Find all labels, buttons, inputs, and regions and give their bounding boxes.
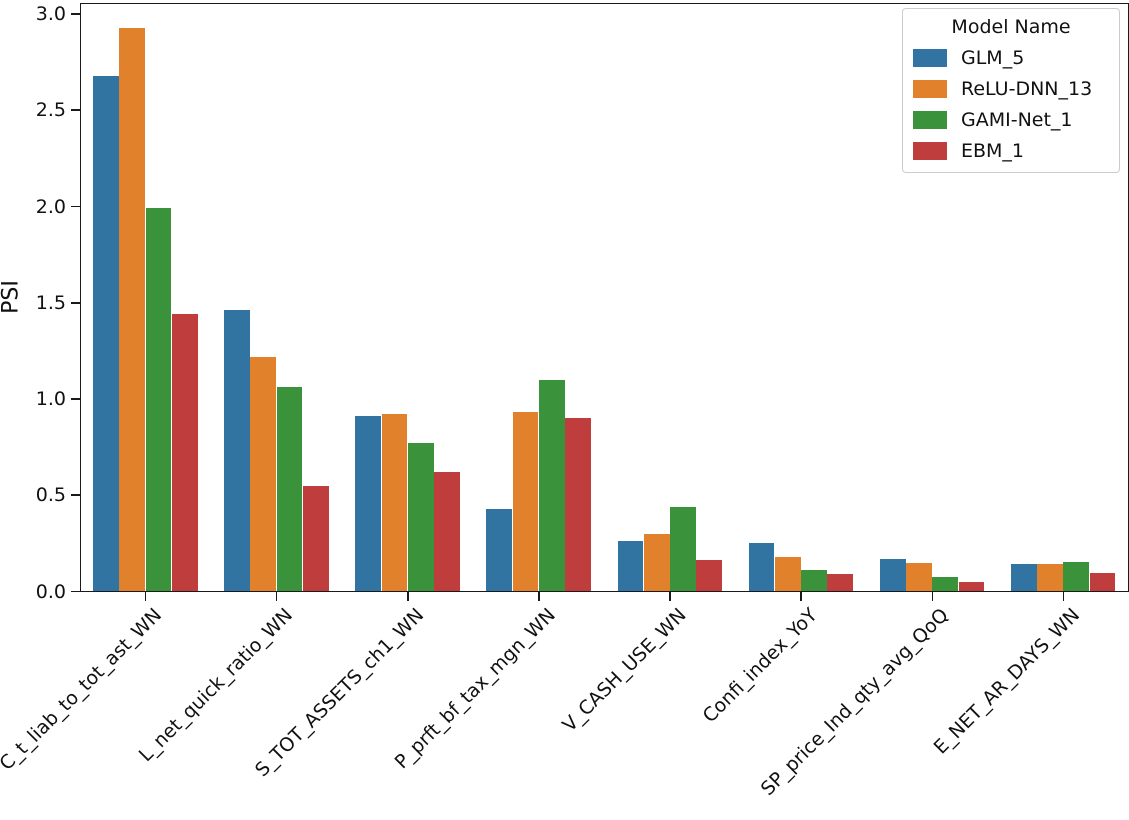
legend-row: ReLU-DNN_13: [913, 78, 1109, 100]
x-tick-label-text: Confi_index_YoY: [698, 603, 822, 727]
bar-GLM_5: [617, 541, 644, 592]
x-tick-mark: [144, 591, 147, 601]
bar-GLM_5: [748, 543, 775, 592]
legend-label: ReLU-DNN_13: [961, 78, 1093, 100]
y-tick-mark: [71, 398, 80, 400]
bar-EBM_1: [565, 418, 591, 592]
y-tick-label: 0.5: [35, 484, 66, 507]
bar-ReLU-DNN_13: [774, 556, 801, 592]
bar-GLM_5: [93, 75, 119, 592]
bar-EBM_1: [302, 485, 329, 592]
x-tick-mark: [669, 591, 671, 601]
y-tick-mark: [71, 590, 80, 593]
x-tick-mark: [275, 591, 278, 601]
bar-GAMI-Net_1: [932, 577, 959, 592]
bar-ReLU-DNN_13: [119, 27, 146, 592]
bar-GLM_5: [224, 310, 250, 592]
legend: Model Name GLM_5 ReLU-DNN_13 GAMI-Net_1 EBM…: [902, 8, 1120, 173]
bar-GAMI-Net_1: [670, 506, 696, 592]
legend-rows: GLM_5 ReLU-DNN_13 GAMI-Net_1 EBM_1: [913, 47, 1109, 162]
bar-GLM_5: [879, 558, 906, 592]
bar-EBM_1: [696, 559, 722, 592]
legend-color-swatch: [913, 111, 947, 129]
y-tick-label: 1.5: [35, 291, 66, 314]
x-tick-mark: [538, 591, 540, 601]
bar-GAMI-Net_1: [538, 379, 565, 592]
legend-title: Model Name: [951, 16, 1071, 38]
bar-EBM_1: [958, 581, 985, 592]
legend-row: EBM_1: [913, 140, 1109, 162]
y-tick-mark: [71, 109, 80, 112]
bar-GLM_5: [1010, 563, 1037, 592]
legend-label: GAMI-Net_1: [961, 109, 1073, 131]
y-tick-label: 1.0: [35, 388, 66, 411]
bar-EBM_1: [827, 574, 854, 592]
bar-ReLU-DNN_13: [1037, 563, 1063, 592]
bar-EBM_1: [171, 314, 198, 592]
bar-ReLU-DNN_13: [906, 562, 932, 592]
legend-label: EBM_1: [961, 140, 1025, 162]
bar-ReLU-DNN_13: [643, 533, 670, 592]
x-tick-label-text: V_CASH_USE_WN: [558, 603, 691, 736]
legend-color-swatch: [913, 80, 947, 98]
bar-ReLU-DNN_13: [250, 356, 277, 592]
bar-GAMI-Net_1: [1063, 561, 1090, 592]
y-tick-label: 3.0: [35, 3, 66, 26]
x-tick-mark: [931, 591, 934, 601]
bar-GAMI-Net_1: [276, 387, 303, 592]
legend-color-swatch: [913, 142, 947, 160]
y-tick-label: 0.0: [35, 580, 66, 603]
bar-ReLU-DNN_13: [512, 412, 539, 592]
legend-label: GLM_5: [961, 47, 1025, 69]
bar-ReLU-DNN_13: [381, 414, 408, 592]
x-tick-label-text: L_net_quick_ratio_WN: [135, 603, 298, 766]
y-tick-mark: [71, 205, 80, 208]
bar-GLM_5: [486, 508, 513, 592]
bar-GAMI-Net_1: [801, 570, 827, 592]
y-tick-label: 2.5: [35, 99, 66, 122]
x-tick-mark: [407, 591, 409, 601]
bar-GLM_5: [355, 416, 382, 592]
legend-row: GLM_5: [913, 47, 1109, 69]
x-tick-mark: [1062, 591, 1065, 601]
bar-GAMI-Net_1: [407, 443, 434, 592]
x-tick-label-text: E_NET_AR_DAYS_WN: [929, 603, 1084, 759]
bar-GAMI-Net_1: [145, 208, 172, 592]
legend-row: GAMI-Net_1: [913, 109, 1109, 131]
bar-EBM_1: [434, 472, 460, 592]
x-tick-mark: [800, 591, 802, 601]
y-tick-label: 2.0: [35, 195, 66, 218]
bar-EBM_1: [1089, 573, 1116, 592]
y-tick-mark: [71, 301, 80, 304]
legend-color-swatch: [913, 49, 947, 67]
y-tick-mark: [71, 13, 80, 15]
y-tick-mark: [71, 494, 80, 497]
